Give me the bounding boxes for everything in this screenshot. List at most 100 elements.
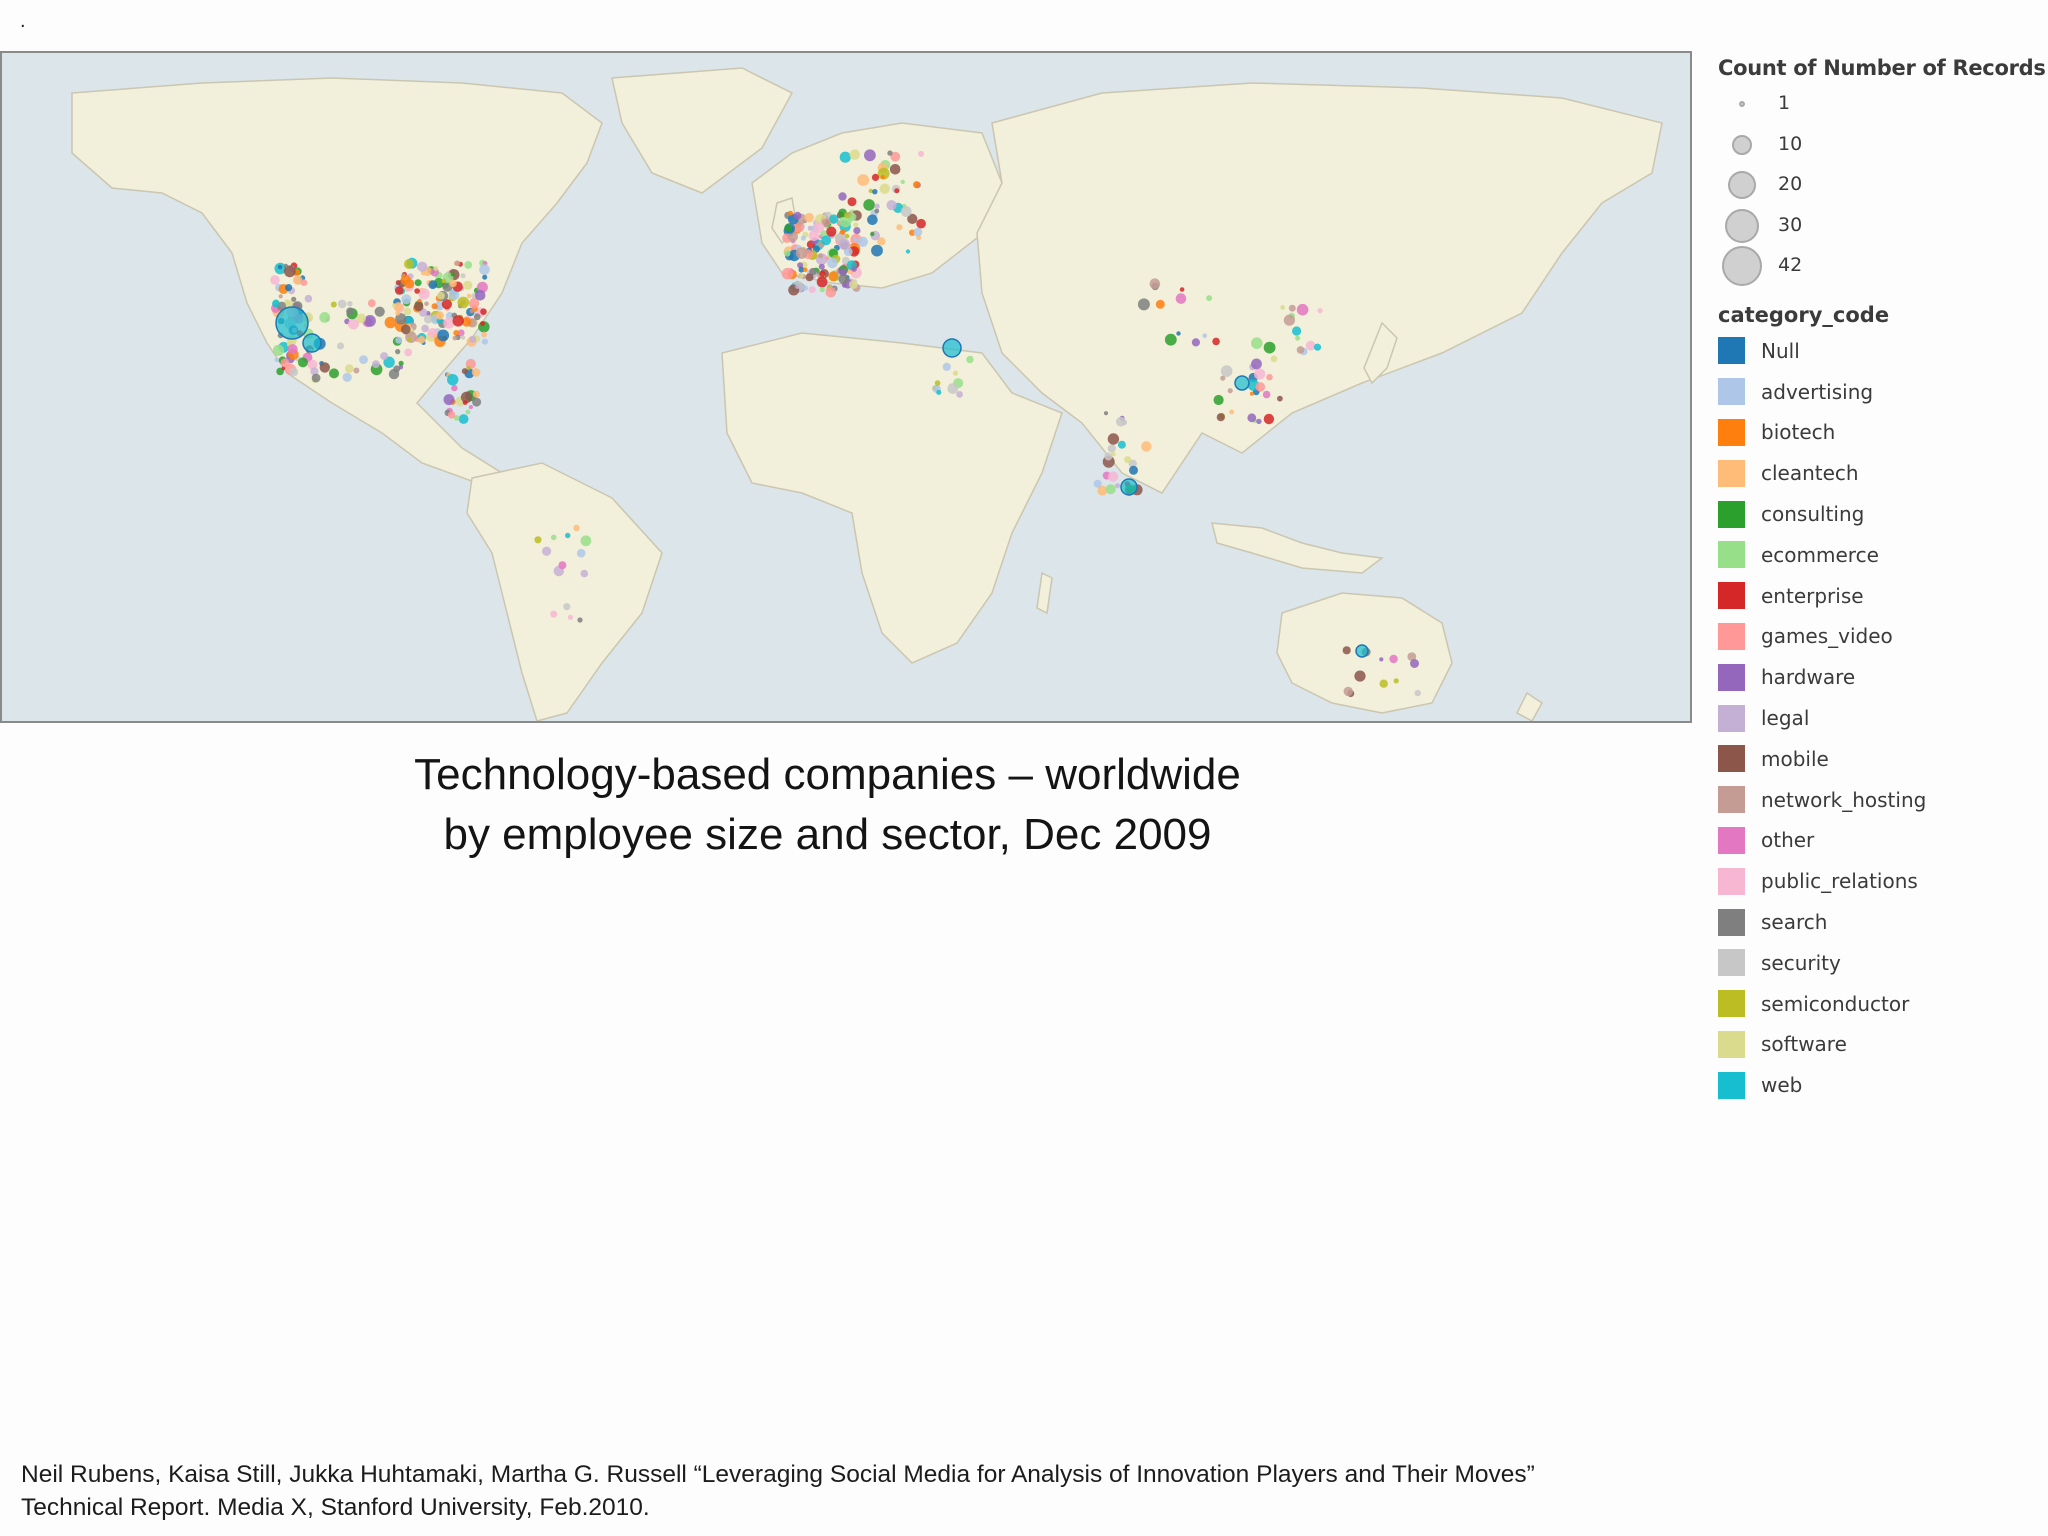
company-marker — [916, 218, 926, 229]
category-legend-item: ecommerce — [1718, 534, 2048, 575]
category-swatch — [1718, 541, 1745, 569]
company-marker — [784, 224, 793, 233]
category-swatch — [1718, 459, 1745, 487]
category-label: other — [1761, 828, 1815, 853]
category-legend-item: Null — [1718, 331, 2048, 372]
company-marker — [388, 368, 400, 380]
company-marker — [1129, 465, 1138, 475]
japan-islands — [1363, 321, 1398, 385]
company-marker — [829, 214, 839, 224]
company-marker — [870, 231, 875, 237]
company-marker — [300, 279, 308, 286]
company-marker — [874, 208, 880, 214]
caption-line-2: by employee size and sector, Dec 2009 — [443, 810, 1212, 859]
company-marker — [793, 211, 802, 220]
company-marker — [1389, 654, 1398, 664]
top-mark: . — [20, 10, 26, 32]
company-marker — [458, 414, 469, 424]
company-marker — [435, 311, 444, 320]
company-marker — [319, 312, 331, 323]
company-marker — [913, 181, 921, 189]
company-marker — [297, 357, 308, 368]
category-swatch — [1718, 949, 1745, 977]
category-label: software — [1761, 1032, 1847, 1057]
company-marker — [337, 299, 347, 309]
company-marker — [1105, 484, 1116, 495]
company-marker — [374, 306, 385, 317]
company-marker — [1111, 451, 1116, 457]
category-legend-item: cleantech — [1718, 453, 2048, 494]
company-marker — [304, 294, 313, 303]
company-marker — [464, 261, 473, 269]
category-legend-item: biotech — [1718, 412, 2048, 453]
company-marker — [443, 394, 455, 406]
category-label: semiconductor — [1761, 991, 1910, 1016]
company-marker — [283, 263, 289, 269]
company-marker — [896, 224, 903, 231]
company-marker-large — [1234, 375, 1250, 391]
company-marker — [481, 331, 487, 338]
size-legend-item: 20 — [1718, 167, 2048, 208]
company-marker — [874, 203, 880, 209]
company-marker — [913, 227, 923, 237]
company-marker — [1277, 395, 1283, 402]
company-marker-large — [1120, 478, 1138, 496]
company-marker — [398, 360, 404, 366]
company-marker — [469, 335, 477, 343]
legend-panel: Count of Number of Records 1 10 20 30 42 cat… — [1718, 56, 2048, 1106]
company-marker — [956, 391, 963, 398]
size-legend-circle — [1728, 171, 1756, 199]
category-label: ecommerce — [1761, 542, 1879, 567]
company-marker — [886, 200, 897, 211]
company-marker — [401, 294, 412, 305]
company-marker — [788, 210, 793, 216]
company-marker — [1107, 444, 1116, 453]
company-marker — [1114, 483, 1121, 489]
company-marker — [868, 188, 873, 194]
company-marker — [857, 174, 870, 186]
company-marker — [433, 266, 439, 271]
africa-landmass — [721, 332, 1063, 664]
company-marker — [864, 149, 876, 162]
company-marker — [821, 218, 831, 228]
company-marker — [1295, 335, 1301, 341]
company-marker — [819, 270, 826, 278]
company-marker — [468, 405, 473, 410]
company-marker — [887, 150, 893, 156]
company-marker — [473, 313, 481, 321]
company-marker — [1296, 303, 1309, 316]
company-marker — [403, 307, 412, 316]
company-marker — [472, 390, 480, 398]
category-swatch — [1718, 1030, 1745, 1058]
company-marker — [395, 336, 403, 344]
madagascar-island — [1036, 571, 1053, 615]
company-marker — [1117, 440, 1126, 449]
company-marker — [1213, 394, 1224, 406]
company-marker-large — [1355, 644, 1369, 658]
company-marker — [276, 367, 284, 376]
company-marker — [849, 280, 858, 289]
company-marker — [461, 368, 468, 375]
category-swatch — [1718, 786, 1745, 814]
company-marker — [307, 359, 318, 370]
category-swatch — [1718, 1071, 1745, 1099]
size-legend: 1 10 20 30 42 — [1718, 86, 2048, 289]
company-marker — [272, 299, 280, 308]
company-marker — [329, 368, 339, 379]
company-marker — [1255, 382, 1266, 392]
company-marker — [844, 233, 850, 239]
company-marker — [1155, 299, 1165, 309]
category-legend-item: security — [1718, 942, 2048, 983]
category-legend-item: enterprise — [1718, 575, 2048, 616]
company-marker — [281, 366, 286, 371]
company-marker — [1393, 678, 1399, 684]
world-map[interactable] — [0, 51, 1692, 723]
company-marker — [474, 290, 486, 301]
category-legend-item: network_hosting — [1718, 779, 2048, 820]
size-legend-label: 30 — [1778, 213, 1803, 236]
company-marker — [1288, 304, 1296, 312]
category-swatch — [1718, 826, 1745, 854]
category-legend-item: consulting — [1718, 494, 2048, 535]
category-label: security — [1761, 950, 1841, 975]
category-label: advertising — [1761, 379, 1874, 404]
